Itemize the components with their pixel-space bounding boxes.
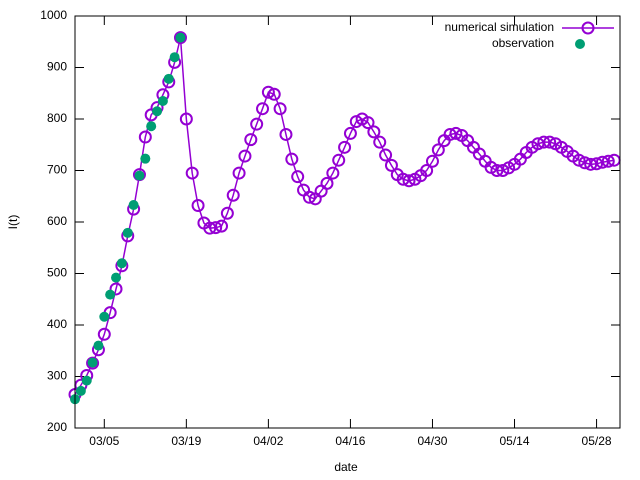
marker <box>267 87 281 101</box>
marker <box>543 135 557 149</box>
marker <box>99 311 110 322</box>
marker <box>179 112 193 126</box>
marker <box>420 164 434 177</box>
marker <box>449 126 463 140</box>
marker <box>105 289 116 300</box>
marker <box>595 155 609 169</box>
marker <box>220 206 234 220</box>
marker <box>431 143 445 157</box>
x-tick-label: 05/28 <box>582 434 612 448</box>
marker <box>226 188 240 202</box>
x-tick-label: 04/30 <box>417 434 447 448</box>
legend-swatch <box>581 21 595 35</box>
marker <box>169 52 180 63</box>
y-tick-label: 400 <box>47 317 67 331</box>
marker <box>367 125 381 139</box>
marker <box>338 140 352 154</box>
line <box>74 37 615 395</box>
marker <box>238 149 252 163</box>
x-tick-label: 04/02 <box>253 434 283 448</box>
marker <box>122 227 133 238</box>
y-tick-label: 200 <box>47 420 67 434</box>
marker <box>109 282 123 296</box>
marker <box>97 327 111 341</box>
legend-label: observation <box>492 36 554 50</box>
marker <box>256 102 270 116</box>
marker <box>291 170 305 184</box>
marker <box>163 73 174 84</box>
marker <box>361 116 375 130</box>
marker <box>116 258 127 269</box>
marker <box>203 221 217 235</box>
marker <box>302 190 316 204</box>
x-tick-label: 03/19 <box>171 434 201 448</box>
marker <box>343 126 357 140</box>
marker <box>490 164 504 177</box>
marker <box>373 135 387 149</box>
y-axis-label: I(t) <box>6 215 20 230</box>
marker <box>425 154 439 168</box>
y-tick-label: 500 <box>47 266 67 280</box>
x-tick-label: 03/05 <box>89 434 119 448</box>
marker <box>81 375 92 386</box>
marker <box>601 154 615 168</box>
marker <box>379 148 393 162</box>
marker <box>191 199 205 213</box>
marker <box>128 200 139 211</box>
marker <box>590 157 604 171</box>
marker <box>146 121 157 132</box>
marker <box>326 166 340 180</box>
marker <box>87 357 98 368</box>
marker <box>173 31 187 45</box>
y-tick-label: 1000 <box>40 8 67 22</box>
marker <box>384 158 398 172</box>
legend-label: numerical simulation <box>445 20 554 34</box>
marker <box>279 127 293 141</box>
y-tick-label: 300 <box>47 369 67 383</box>
marker <box>185 166 199 180</box>
y-tick-label: 800 <box>47 111 67 125</box>
marker <box>332 153 346 167</box>
marker <box>584 157 598 171</box>
marker <box>261 85 275 99</box>
marker <box>320 176 334 190</box>
plot-border <box>74 15 621 429</box>
marker <box>285 152 299 166</box>
marker <box>138 130 152 144</box>
marker <box>572 153 586 167</box>
marker <box>75 385 86 396</box>
y-tick-label: 600 <box>47 214 67 228</box>
y-tick-label: 700 <box>47 163 67 177</box>
marker <box>93 340 104 351</box>
marker <box>273 102 287 116</box>
x-tick-label: 04/16 <box>335 434 365 448</box>
x-tick-label: 05/14 <box>500 434 530 448</box>
marker <box>152 106 163 117</box>
marker <box>402 174 416 188</box>
marker <box>175 32 186 43</box>
legend-swatch <box>575 39 585 49</box>
marker <box>215 219 229 233</box>
marker <box>134 170 145 181</box>
y-tick-label: 900 <box>47 60 67 74</box>
marker <box>496 164 510 177</box>
marker <box>157 95 168 106</box>
marker <box>244 133 258 147</box>
marker <box>250 117 264 131</box>
x-axis-label: date <box>334 460 358 474</box>
marker <box>232 166 246 180</box>
marker <box>111 272 122 283</box>
marker <box>209 221 223 235</box>
marker <box>140 153 151 164</box>
